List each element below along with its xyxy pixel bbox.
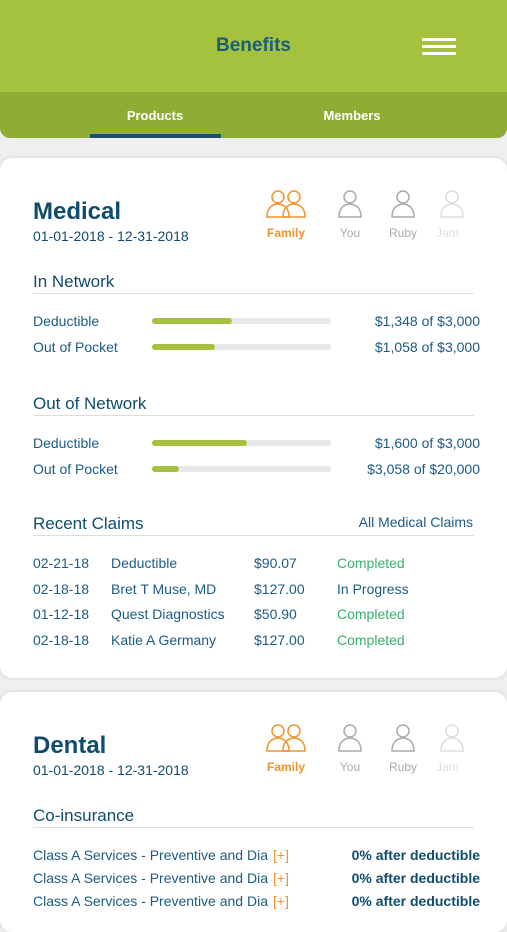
member-label[interactable]: Jam: [436, 227, 459, 239]
member-label[interactable]: Family: [266, 226, 305, 240]
claim-date: 01-12-18: [33, 606, 90, 622]
menu-button[interactable]: [422, 38, 456, 56]
claim-status: Completed: [337, 555, 405, 571]
claim-provider: Deductible: [111, 555, 178, 571]
progress-track: [152, 344, 331, 350]
row-label: Deductible: [33, 313, 100, 329]
claim-status: Completed: [337, 606, 405, 622]
row-label: Deductible: [33, 435, 100, 451]
claim-date: 02-21-18: [33, 555, 90, 571]
member-icon: [440, 724, 464, 752]
member-label[interactable]: Family: [266, 760, 305, 774]
claim-amount: $50.90: [254, 606, 297, 622]
service: Class A Services - Preventive and Dia: [33, 870, 268, 886]
row-value: $1,348 of $3,000: [374, 313, 480, 329]
header-title: Benefits: [216, 35, 291, 56]
tab[interactable]: Products: [126, 108, 184, 123]
date-range: 01-01-2018 - 12-31-2018: [33, 762, 189, 778]
link[interactable]: All Medical Claims: [358, 514, 473, 530]
member-icon: [391, 190, 415, 218]
claim-status: Completed: [337, 631, 405, 648]
section-title: Co-insurance: [33, 806, 135, 825]
progress-fill: [152, 344, 216, 350]
claim-date: 02-18-18: [33, 631, 90, 648]
coinsurance-row: Class A Services - Preventive and Dia [+]: [33, 871, 289, 885]
expand[interactable]: [+]: [273, 893, 289, 909]
progress-track: [152, 466, 331, 472]
card-title: Dental: [33, 732, 107, 759]
member-icon: [266, 724, 306, 752]
claim-status: In Progress: [337, 580, 409, 597]
member-icon: [338, 190, 362, 218]
claim-amount: $90.07: [254, 555, 297, 571]
progress-fill: [152, 466, 180, 472]
member-icon: [440, 190, 464, 218]
claim-provider: Bret T Muse, MD: [111, 580, 217, 597]
coinsurance-value: 0% after deductible: [351, 870, 480, 886]
card: [0, 692, 507, 932]
service: Class A Services - Preventive and Dia: [33, 893, 268, 909]
card-title: Medical: [33, 198, 122, 225]
divider: [33, 535, 474, 536]
expand[interactable]: [+]: [273, 870, 289, 886]
member-label[interactable]: Ruby: [388, 226, 417, 240]
service: Class A Services - Preventive and Dia: [33, 847, 268, 863]
claim-amount: $127.00: [254, 580, 305, 597]
coinsurance-row: Class A Services - Preventive and Dia [+]: [33, 848, 289, 862]
member-label[interactable]: Jam: [436, 761, 459, 773]
member-icon: [338, 724, 362, 752]
claim-provider: Quest Diagnostics: [111, 606, 225, 622]
progress-fill: [152, 440, 248, 446]
expand[interactable]: [+]: [273, 847, 289, 863]
coinsurance-value: 0% after deductible: [351, 847, 480, 863]
coinsurance-row: Class A Services - Preventive and Dia [+]: [33, 894, 289, 908]
coinsurance-value: 0% after deductible: [351, 893, 480, 909]
tab-bar: [0, 92, 507, 138]
claim-date: 02-18-18: [33, 580, 90, 597]
date-range: 01-01-2018 - 12-31-2018: [33, 228, 189, 244]
divider: [33, 827, 474, 828]
section-title: Recent Claims: [33, 514, 144, 533]
tab[interactable]: Members: [323, 108, 381, 123]
row-label: Out of Pocket: [33, 339, 118, 355]
claim-provider: Katie A Germany: [111, 631, 217, 648]
member-label[interactable]: You: [339, 226, 361, 240]
divider: [33, 293, 474, 294]
section-title: Out of Network: [33, 394, 147, 413]
tab-underline: [90, 134, 221, 138]
claim-amount: $127.00: [254, 631, 305, 648]
member-icon: [391, 724, 415, 752]
member-label[interactable]: You: [339, 760, 361, 774]
member-icon: [266, 190, 306, 218]
row-label: Out of Pocket: [33, 461, 118, 477]
progress-fill: [152, 318, 233, 324]
member-label[interactable]: Ruby: [388, 760, 417, 774]
row-value: $1,600 of $3,000: [374, 435, 480, 451]
section-title: In Network: [33, 272, 115, 291]
divider: [33, 415, 474, 416]
card: [0, 158, 507, 678]
row-value: $3,058 of $20,000: [367, 461, 480, 477]
progress-track: [152, 318, 331, 324]
row-value: $1,058 of $3,000: [374, 339, 480, 355]
